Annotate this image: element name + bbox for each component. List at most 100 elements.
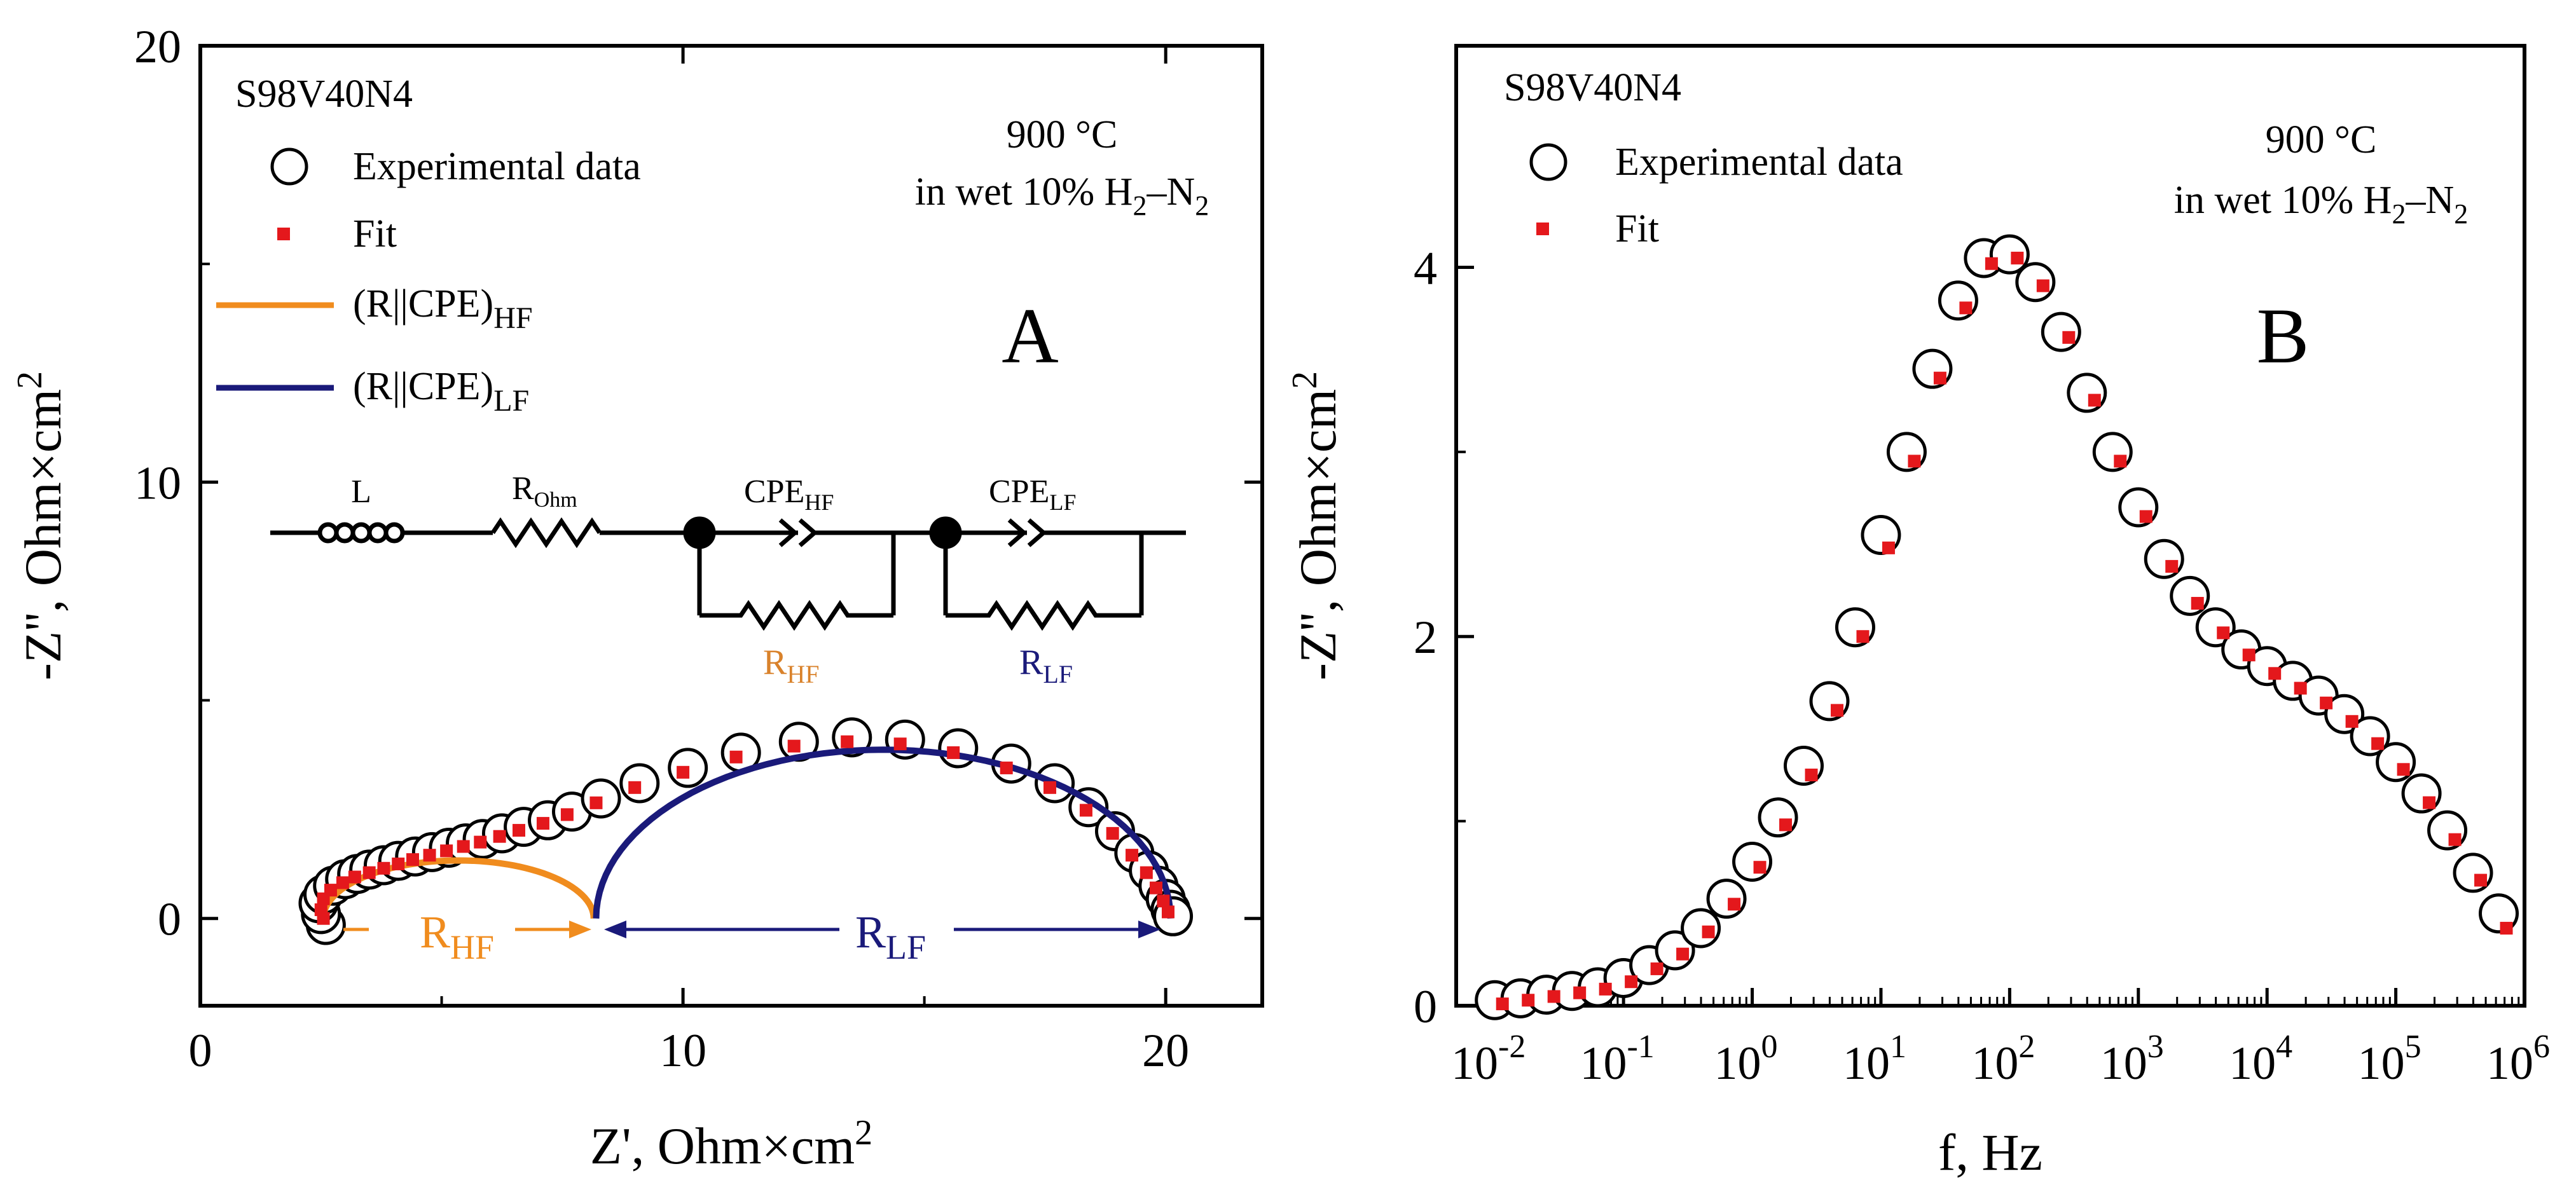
legend-b-experimental-marker [1529,143,1567,181]
rhf-arrow [343,921,591,938]
fit-point [423,849,436,862]
fit-point [513,824,525,837]
panel-b-axis-ticks: 10-2 10-1 100 101 102 103 104 105 106 0 2 4 [1414,242,2550,1090]
hf-fit-arc [320,857,597,919]
panel-a-y-tick-label: 20 [134,21,181,73]
panel-b-experimental-points [1475,234,2519,1020]
fit-point [1496,997,1509,1011]
circuit-resistor-lf [946,599,1141,631]
fit-point [406,853,419,867]
fit-point [493,830,506,843]
panel-b-x-tick-label: 100 [1714,1029,1778,1090]
fit-point [392,857,405,870]
circuit-inductor [317,522,405,544]
fit-point [1043,781,1056,794]
fit-point [2217,626,2230,640]
fit-point [560,808,574,821]
panel-b: 10-2 10-1 100 101 102 103 104 105 106 0 2 4 -Z'', O… [1285,44,2550,1181]
circuit-cpe-lf-symbol-2 [1027,518,1047,547]
circuit-cpe-hf-symbol-1 [778,518,799,547]
panel-a-label: A [1002,292,1059,380]
panel-a-legend: Experimental data Fit (R||CPE)HF (R||CPE… [216,145,641,418]
fit-point [841,735,854,748]
circuit-label-r-ohm: ROhm [512,470,577,512]
panel-b-y-tick-label: 2 [1414,612,1437,664]
panel-b-condition-atmosphere: in wet 10% H2–N2 [2174,179,2468,229]
panel-b-x-tick-label: 10-2 [1451,1029,1526,1090]
fit-point [1933,371,1946,385]
panel-b-y-tick-label: 4 [1414,242,1437,294]
fit-point [1573,986,1587,999]
fit-point [2500,922,2513,935]
panel-b-x-tick-label: 10-1 [1580,1029,1654,1090]
fit-point [362,866,376,879]
legend-hf-label: (R||CPE)HF [353,282,533,335]
fit-point [947,746,960,759]
rhf-annotation: RHF [420,907,494,966]
fit-point [2011,251,2024,264]
circuit-label-cpe-lf: CPELF [989,474,1076,515]
rlf-arrow [604,921,1161,938]
panel-a-x-tick-label: 20 [1142,1025,1189,1077]
fit-point [893,737,907,751]
fit-point [1908,455,1921,468]
fit-point [2423,796,2436,809]
fit-point [589,796,603,809]
legend-experimental-label: Experimental data [353,145,641,188]
fit-point [474,835,487,849]
fit-point [2191,596,2204,610]
fit-point [787,739,801,753]
fit-point [1959,301,1973,315]
fit-point [1150,881,1162,894]
fit-point [2036,279,2049,292]
fit-point [536,817,549,830]
fit-point [1161,905,1174,919]
fit-point [1753,861,1767,874]
fit-point [1522,994,1535,1007]
panel-b-condition-temperature: 900 °C [2266,118,2377,161]
panel-b-fit-points [1496,251,2513,1011]
panel-a-axis-ticks: 0 10 20 0 10 20 [134,21,1262,1077]
fit-point [1985,257,1998,270]
panel-b-x-tick-label: 106 [2486,1029,2550,1090]
fit-point [1805,769,1818,782]
fit-point [2371,737,2385,750]
panel-a-fit-arcs [320,746,1174,919]
fit-point [2320,696,2333,709]
fit-point [1702,925,1715,938]
fit-point [2268,667,2282,680]
fit-point [1830,704,1843,717]
fit-point [1650,962,1663,975]
fit-point [1599,982,1612,996]
panel-b-x-tick-label: 102 [1971,1029,2035,1090]
fit-point [2062,331,2076,344]
fit-point [2474,873,2488,887]
panel-a-x-tick-label: 0 [189,1025,212,1077]
legend-b-fit-marker [1536,223,1549,235]
fit-point [1625,975,1638,989]
panel-b-sample-name: S98V40N4 [1504,66,1681,109]
fit-point [2088,394,2101,407]
panel-a-condition-temperature: 900 °C [1007,113,1118,156]
rlf-annotation: RLF [855,907,926,966]
legend-fit-label: Fit [353,212,397,256]
legend-b-fit-label: Fit [1615,207,1659,250]
fit-point [2139,510,2152,523]
fit-point [1882,541,1895,554]
panel-a: 0 10 20 0 10 20 -Z'', Ohm×cm2 Z', Ohm×cm2 S98… [10,21,1264,1175]
circuit-cpe-hf-symbol-2 [798,518,818,547]
legend-experimental-marker [270,147,308,186]
fit-point [457,840,470,853]
fit-point [2114,455,2127,468]
fit-point [348,870,361,884]
panel-b-x-tick-label: 104 [2229,1029,2292,1090]
circuit-resistor-ohm [491,517,602,549]
fit-point [1000,761,1013,774]
fit-point [2242,648,2256,662]
panel-b-label: B [2257,292,2310,380]
fit-point [314,903,327,916]
fit-point [677,765,690,779]
fit-point [440,844,453,858]
fit-point [628,781,642,794]
fit-point [324,884,337,897]
